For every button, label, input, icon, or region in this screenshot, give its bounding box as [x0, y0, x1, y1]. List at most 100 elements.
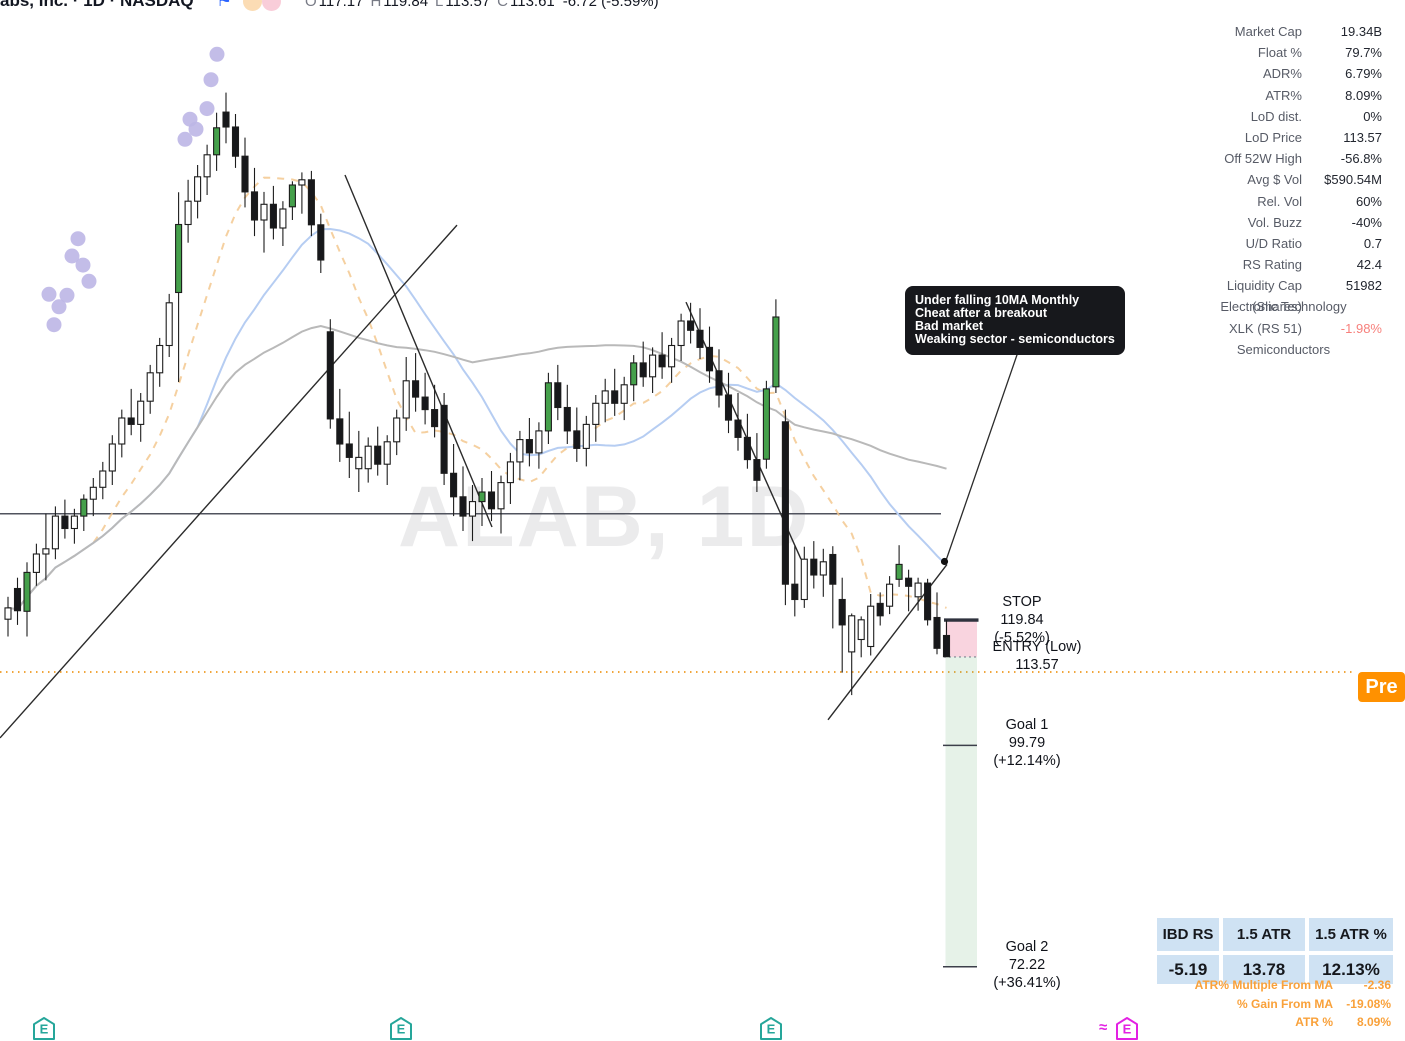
ma-extension-label: % Gain From MA [1236, 996, 1333, 1011]
sma50-line [7, 324, 947, 611]
stop-label: STOP 119.84 (-5.52%) [994, 593, 1050, 647]
tooltip-arrow-line [945, 351, 1019, 560]
trendline-3 [685, 301, 802, 560]
stats-row: Off 52W High -56.8% [1185, 148, 1382, 169]
signal-dot [51, 299, 67, 315]
ma-extension-value: -2.36 [1363, 978, 1391, 992]
badge-icon-pink[interactable] [262, 0, 281, 11]
premarket-badge: Pre [1358, 672, 1405, 702]
signal-dot [81, 273, 97, 289]
goal2-label-line: (+36.41%) [993, 974, 1061, 991]
stats-group-row: Semiconductors [1236, 341, 1331, 357]
signal-dot [188, 121, 204, 137]
change-value: -6.72 (-5.59%) [562, 0, 659, 10]
svg-text:E: E [767, 1022, 776, 1037]
stats-row: Vol. Buzz -40% [1185, 212, 1382, 233]
trendline-2 [344, 174, 493, 528]
earnings-marker[interactable]: E [389, 1016, 413, 1041]
signal-dot [75, 257, 91, 273]
stats-label: Vol. Buzz [1247, 214, 1302, 230]
stats-label: XLK (RS 51) [1229, 320, 1302, 336]
tooltip-arrow-dot [940, 557, 949, 566]
atr-table-header: IBD RS [1157, 918, 1219, 951]
tooltip-line: Cheat after a breakout [915, 306, 1047, 320]
stats-row: RS Rating 42.4 [1185, 254, 1382, 275]
stats-panel: Market Cap 19.34B Float % 79.7% ADR% 6.79% ATR… [1185, 21, 1382, 360]
stop-label-line: (-5.52%) [994, 630, 1050, 647]
signal-dot [203, 72, 219, 88]
stats-row: XLK (RS 51) -1.98% [1185, 318, 1382, 339]
stats-label: Avg $ Vol [1247, 172, 1302, 188]
ohlc-letter: L [435, 0, 444, 10]
stats-value: 0% [1363, 108, 1382, 124]
note-tooltip: Under falling 10MA Monthly Cheat after a … [905, 286, 1125, 355]
atr-table-value: 12.13% [1309, 955, 1393, 984]
ohlc-value: 119.84 [383, 0, 429, 10]
stats-row: Float % 79.7% [1185, 42, 1382, 63]
stats-value: 42.4 [1356, 257, 1382, 273]
stats-value: 79.7% [1345, 45, 1382, 61]
symbol-title[interactable]: abs, Inc. · 1D · NASDAQ [0, 0, 194, 10]
stats-label: Off 52W High [1224, 151, 1302, 167]
stats-row: LoD dist. 0% [1185, 106, 1382, 127]
ma-extension-label: ATR % [1295, 1015, 1333, 1029]
ohlc-value: 117.17 [318, 0, 364, 10]
stats-label: ATR% [1265, 87, 1302, 103]
stats-value: 60% [1355, 193, 1382, 209]
stats-value: 113.57 [1343, 129, 1382, 145]
signal-dot [177, 131, 193, 147]
atr-table-header: 1.5 ATR [1223, 918, 1305, 951]
stop-label-line: STOP [1002, 594, 1042, 611]
signal-dot [64, 248, 80, 264]
earnings-icon: E [760, 1017, 782, 1040]
signal-dot [209, 46, 225, 62]
ma-extension-value: -19.08% [1346, 996, 1391, 1011]
sma21-line [7, 227, 948, 611]
watermark: ALAB, 1D [398, 469, 811, 565]
earnings-marker[interactable]: E [32, 1016, 56, 1041]
signal-dot [41, 286, 57, 302]
goal2-label: Goal 2 72.22 (+36.41%) [993, 938, 1060, 992]
stats-value: 51982 [1345, 278, 1382, 294]
ma-extension-row: ATR % 8.09% [1100, 1015, 1391, 1029]
stats-value: 8.09% [1345, 87, 1382, 103]
earnings-estimate-marker[interactable]: ≈ E [1099, 1016, 1139, 1041]
svg-text:E: E [40, 1022, 49, 1037]
stats-value: 6.79% [1345, 66, 1382, 82]
earnings-icon: E [33, 1017, 55, 1040]
signal-dot [199, 101, 215, 117]
ohlc-values: O 117.17 H 119.84 L 113.57 C 113.61 -6.72 (-5.59… [298, 0, 659, 11]
atr-table-value: 13.78 [1223, 955, 1305, 984]
signal-dot [70, 231, 86, 247]
ma-extension-row: ATR% Multiple From MA -2.36 [1100, 978, 1391, 992]
tooltip-line: Bad market [915, 319, 984, 333]
stats-row: Market Cap 19.34B [1185, 21, 1382, 42]
entry-label: ENTRY (Low) 113.57 [993, 638, 1082, 674]
flag-icon[interactable]: ⚑ [216, 0, 233, 10]
entry-label-line: 113.57 [1015, 656, 1059, 673]
signal-dot [59, 287, 75, 303]
stats-row: U/D Ratio 0.7 [1185, 233, 1382, 254]
atr-table-header: 1.5 ATR % [1309, 918, 1393, 951]
stats-label: Liquidity Cap (Shares) [1226, 278, 1302, 315]
ohlc-value: 113.57 [445, 0, 491, 10]
earnings-marker[interactable]: E [759, 1016, 783, 1041]
stats-row: Avg $ Vol $590.54M [1185, 169, 1382, 190]
stats-label: LoD Price [1244, 129, 1302, 145]
stats-row: ADR% 6.79% [1185, 63, 1382, 84]
svg-text:E: E [397, 1022, 406, 1037]
earnings-icon: E [390, 1017, 412, 1040]
stats-label: ADR% [1262, 66, 1302, 82]
stop-zone [945, 620, 977, 657]
badge-icon-orange[interactable] [243, 0, 262, 11]
goal2-label-line: Goal 2 [1005, 938, 1049, 955]
ma-extension-label: ATR% Multiple From MA [1194, 978, 1333, 992]
stats-row: Liquidity Cap (Shares) 51982 [1185, 275, 1382, 315]
stats-label: Rel. Vol [1257, 193, 1302, 209]
svg-text:E: E [1123, 1022, 1132, 1037]
stats-value: -40% [1351, 214, 1382, 230]
stats-label: Float % [1257, 45, 1302, 61]
target-zone [945, 656, 977, 967]
ohlc-value: 113.61 [510, 0, 555, 10]
